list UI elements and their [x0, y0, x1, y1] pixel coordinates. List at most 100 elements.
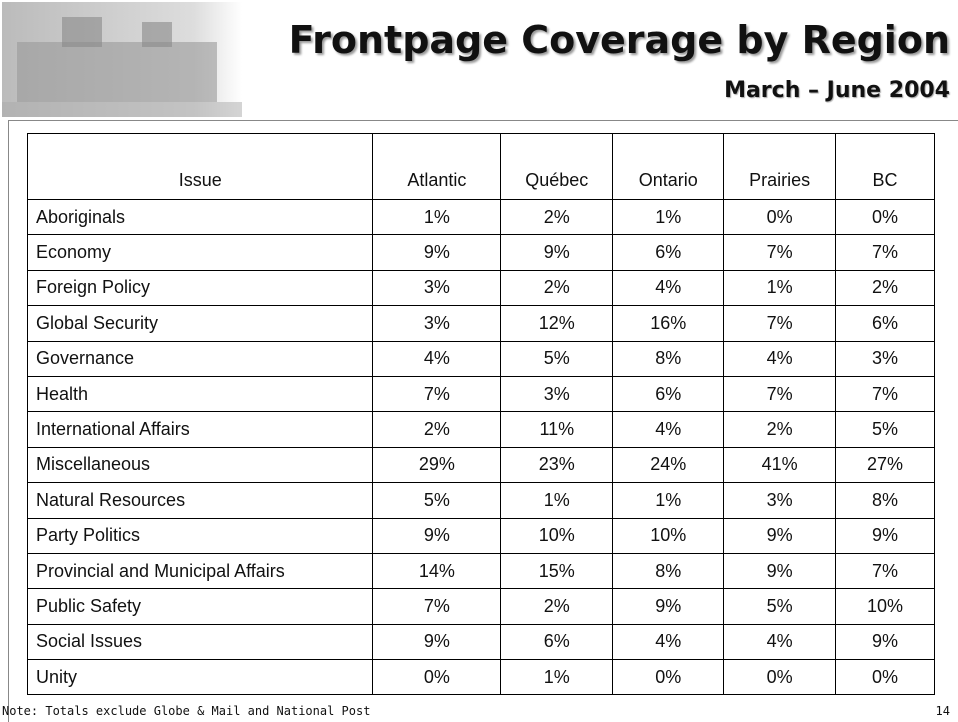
data-table: Issue Atlantic Québec Ontario Prairies BC Abo… — [26, 133, 935, 696]
cell: 12% — [500, 305, 614, 342]
cell: 11% — [500, 411, 614, 448]
cell: 2% — [372, 411, 502, 448]
cell: 10% — [612, 517, 725, 554]
cell: 8% — [612, 552, 725, 590]
divider — [8, 120, 958, 121]
cell: 4% — [372, 340, 502, 377]
cell: 5% — [835, 411, 935, 448]
cell: 9% — [723, 552, 837, 590]
cell: 3% — [372, 269, 502, 307]
table-row: Governance 4% 5% 8% 4% 3% — [26, 340, 935, 377]
column-header: Québec — [500, 133, 614, 200]
row-label: Provincial and Municipal Affairs — [26, 552, 374, 590]
cell: 2% — [835, 269, 935, 307]
cell: 0% — [372, 659, 502, 696]
cell: 3% — [372, 305, 502, 342]
column-header: Ontario — [612, 133, 725, 200]
table-row: Unity 0% 1% 0% 0% 0% — [26, 659, 935, 696]
cell: 7% — [723, 305, 837, 342]
cell: 9% — [612, 588, 725, 625]
table-row: Natural Resources 5% 1% 1% 3% 8% — [26, 482, 935, 519]
cell: 7% — [835, 375, 935, 413]
cell: 1% — [612, 198, 725, 236]
row-label: Economy — [26, 234, 374, 271]
cell: 6% — [500, 623, 614, 661]
cell: 5% — [372, 482, 502, 519]
cell: 7% — [723, 375, 837, 413]
cell: 41% — [723, 446, 837, 484]
cell: 2% — [500, 269, 614, 307]
cell: 14% — [372, 552, 502, 590]
cell: 16% — [612, 305, 725, 342]
page-number: 14 — [935, 704, 950, 718]
table-row: Global Security 3% 12% 16% 7% 6% — [26, 305, 935, 342]
cell: 29% — [372, 446, 502, 484]
subtitle: March – June 2004 — [724, 78, 950, 103]
row-label: Governance — [26, 340, 374, 377]
cell: 1% — [372, 198, 502, 236]
cell: 6% — [835, 305, 935, 342]
row-label: International Affairs — [26, 411, 374, 448]
row-label: Natural Resources — [26, 482, 374, 519]
cell: 8% — [835, 482, 935, 519]
cell: 0% — [835, 198, 935, 236]
cell: 15% — [500, 552, 614, 590]
column-header: Prairies — [723, 133, 837, 200]
table-row: Economy 9% 9% 6% 7% 7% — [26, 234, 935, 271]
table-row: Party Politics 9% 10% 10% 9% 9% — [26, 517, 935, 554]
column-header: Issue — [26, 133, 374, 200]
column-header: Atlantic — [372, 133, 502, 200]
table-row: Provincial and Municipal Affairs 14% 15% 8%… — [26, 552, 935, 590]
table-row: Miscellaneous 29% 23% 24% 41% 27% — [26, 446, 935, 484]
row-label: Aboriginals — [26, 198, 374, 236]
cell: 9% — [835, 517, 935, 554]
row-label: Unity — [26, 659, 374, 696]
cell: 23% — [500, 446, 614, 484]
table-row: Aboriginals 1% 2% 1% 0% 0% — [26, 198, 935, 236]
cell: 3% — [723, 482, 837, 519]
row-label: Health — [26, 375, 374, 413]
table-row: Foreign Policy 3% 2% 4% 1% 2% — [26, 269, 935, 307]
cell: 5% — [723, 588, 837, 625]
cell: 5% — [500, 340, 614, 377]
row-label: Social Issues — [26, 623, 374, 661]
cell: 7% — [835, 234, 935, 271]
cell: 2% — [723, 411, 837, 448]
table-row: International Affairs 2% 11% 4% 2% 5% — [26, 411, 935, 448]
cell: 7% — [723, 234, 837, 271]
cell: 0% — [612, 659, 725, 696]
cell: 3% — [835, 340, 935, 377]
cell: 6% — [612, 234, 725, 271]
cell: 2% — [500, 198, 614, 236]
cell: 4% — [612, 411, 725, 448]
cell: 9% — [372, 517, 502, 554]
cell: 10% — [500, 517, 614, 554]
cell: 9% — [500, 234, 614, 271]
cell: 3% — [500, 375, 614, 413]
cell: 7% — [835, 552, 935, 590]
cell: 24% — [612, 446, 725, 484]
title: Frontpage Coverage by Region — [288, 18, 950, 62]
cell: 1% — [500, 482, 614, 519]
cell: 7% — [372, 375, 502, 413]
cell: 9% — [723, 517, 837, 554]
cell: 7% — [372, 588, 502, 625]
row-label: Global Security — [26, 305, 374, 342]
divider — [8, 120, 9, 722]
cell: 1% — [723, 269, 837, 307]
cell: 1% — [612, 482, 725, 519]
header-photo — [2, 2, 242, 117]
row-label: Foreign Policy — [26, 269, 374, 307]
table-row: Social Issues 9% 6% 4% 4% 9% — [26, 623, 935, 661]
row-label: Miscellaneous — [26, 446, 374, 484]
cell: 27% — [835, 446, 935, 484]
cell: 9% — [372, 234, 502, 271]
cell: 0% — [723, 659, 837, 696]
footnote: Note: Totals exclude Globe & Mail and Na… — [2, 704, 371, 718]
cell: 0% — [723, 198, 837, 236]
cell: 4% — [723, 623, 837, 661]
column-header: BC — [835, 133, 935, 200]
table-row: Health 7% 3% 6% 7% 7% — [26, 375, 935, 413]
row-label: Party Politics — [26, 517, 374, 554]
